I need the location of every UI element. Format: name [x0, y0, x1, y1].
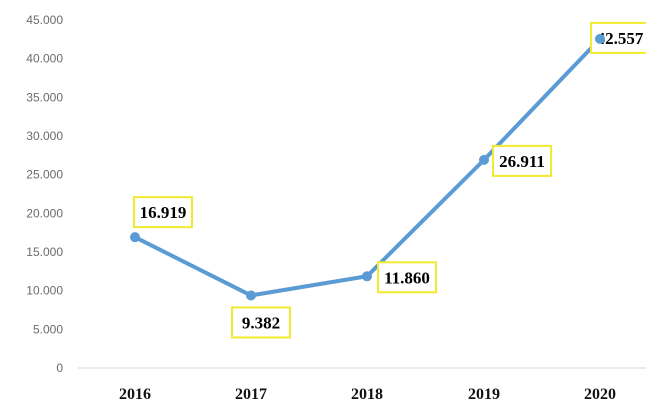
y-tick-label: 10.000: [26, 284, 63, 298]
x-tick-label: 2017: [235, 386, 267, 403]
data-label-box: [231, 306, 291, 339]
y-tick-label: 35.000: [26, 90, 63, 104]
y-tick-label: 0: [56, 361, 63, 375]
x-tick-label: 2020: [584, 386, 616, 403]
data-label: 26.911: [499, 152, 545, 171]
y-tick-label: 40.000: [26, 52, 63, 66]
x-tick-label: 2018: [351, 386, 383, 403]
x-axis-ticks: 2016 2017 2018 2019 2020: [119, 386, 616, 403]
data-label: 9.382: [242, 313, 280, 332]
data-point: [246, 290, 256, 301]
x-tick-label: 2016: [119, 386, 151, 403]
x-tick-label: 2019: [468, 386, 500, 403]
y-tick-label: 5.000: [33, 322, 63, 336]
data-point: [479, 154, 489, 165]
y-tick-label: 30.000: [26, 129, 63, 143]
data-point: [362, 271, 372, 282]
y-tick-label: 45.000: [26, 13, 63, 27]
data-label: 16.919: [140, 203, 187, 222]
data-point-overlay: [595, 33, 605, 44]
data-label-box: [133, 196, 193, 229]
data-label: 42.557: [597, 29, 644, 48]
data-label-box: [377, 261, 437, 294]
data-labels-group: 16.919 9.382 11.860 26.911 42.557: [133, 21, 646, 339]
y-tick-label: 15.000: [26, 245, 63, 259]
data-label-box: [492, 144, 552, 177]
data-label: 11.860: [384, 268, 430, 287]
y-tick-label: 20.000: [26, 206, 63, 220]
y-tick-label: 25.000: [26, 168, 63, 182]
y-axis-ticks: 0 5.000 10.000 15.000 20.000 25.000 30.000 35.0…: [26, 13, 63, 375]
data-point: [130, 232, 140, 243]
